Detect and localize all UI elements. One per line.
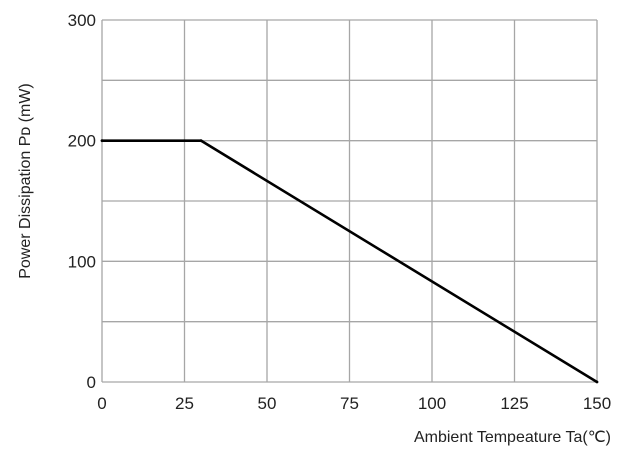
x-tick-label: 0 [97, 394, 106, 413]
grid-lines [101, 19, 598, 383]
y-axis-title: Power Dissipation Pᴅ (mW) [17, 83, 34, 279]
y-tick-label: 0 [87, 373, 96, 392]
x-tick-label: 125 [500, 394, 528, 413]
x-tick-labels: 0 25 50 75 100 125 150 [97, 394, 611, 413]
x-tick-label: 50 [258, 394, 277, 413]
y-tick-label: 200 [68, 132, 96, 151]
series-point [100, 139, 104, 143]
series-point [199, 139, 203, 143]
x-tick-label: 25 [175, 394, 194, 413]
x-tick-label: 100 [418, 394, 446, 413]
y-tick-label: 100 [68, 252, 96, 271]
x-tick-label: 150 [583, 394, 611, 413]
x-axis-title: Ambient Tempeature Ta(℃) [414, 429, 611, 446]
series-point [595, 380, 599, 384]
y-tick-labels: 0 100 200 300 [68, 11, 96, 392]
x-tick-label: 75 [340, 394, 359, 413]
y-tick-label: 300 [68, 11, 96, 30]
series-layer [100, 139, 599, 384]
